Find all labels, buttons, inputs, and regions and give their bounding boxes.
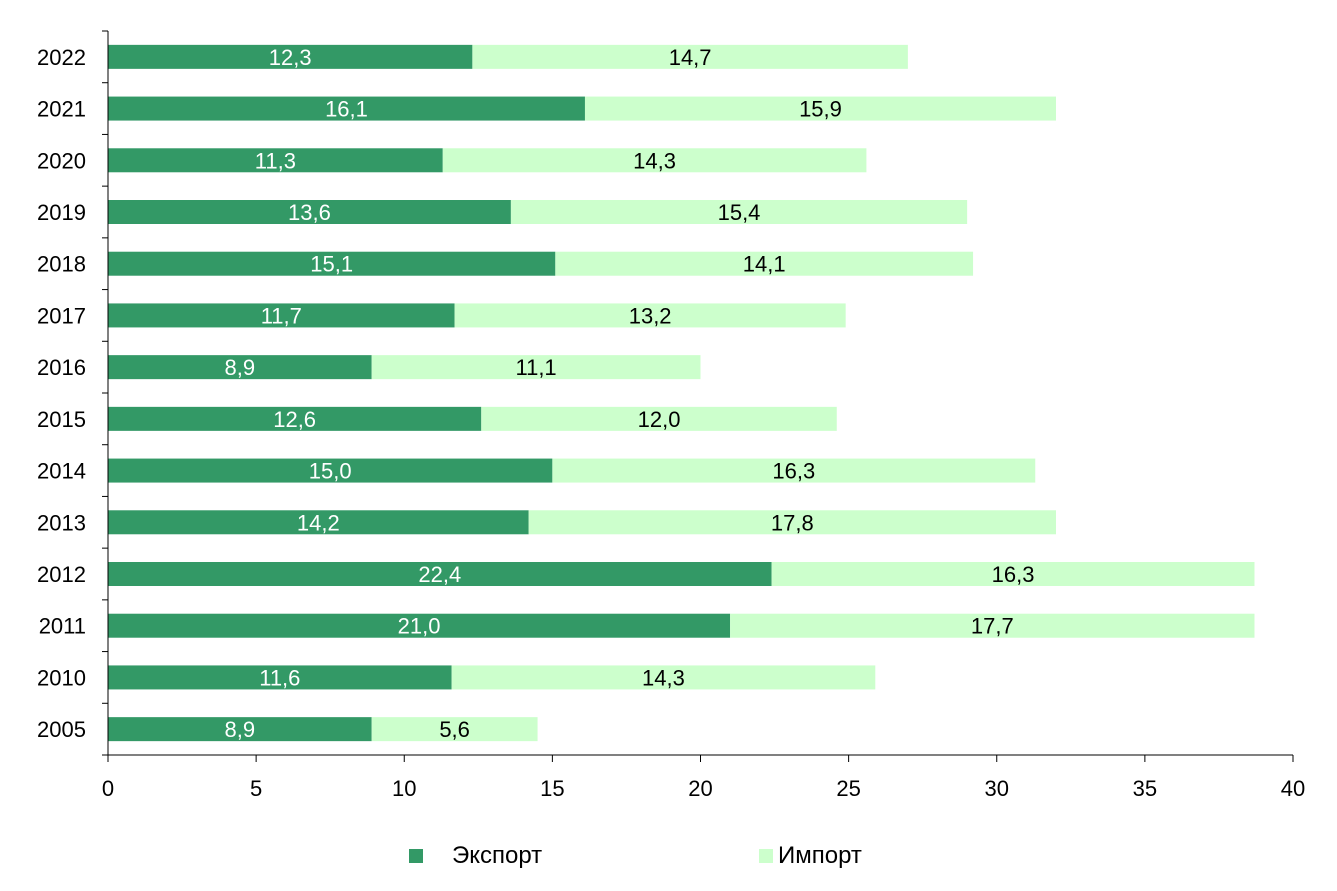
bar-import-2018 <box>555 251 974 276</box>
bar-export-2013 <box>108 510 529 535</box>
y-tick-label-2012: 2012 <box>37 562 86 587</box>
bar-import-2016 <box>371 355 701 380</box>
bar-import-2010 <box>451 665 876 690</box>
bar-import-2015 <box>481 406 837 431</box>
data-label-import-2017: 13,2 <box>629 303 672 328</box>
y-tick-label-2022: 2022 <box>37 45 86 70</box>
data-label-import-2010: 14,3 <box>642 665 685 690</box>
data-label-export-2017: 11,7 <box>261 303 302 328</box>
bar-export-2015 <box>108 406 482 431</box>
bar-export-2010 <box>108 665 452 690</box>
y-tick-label-2017: 2017 <box>37 303 86 328</box>
x-tick-label-5: 5 <box>250 776 262 801</box>
data-label-import-2018: 14,1 <box>743 252 786 277</box>
data-label-export-2019: 13,6 <box>288 200 331 225</box>
bar-export-2022 <box>108 44 473 69</box>
bar-import-2014 <box>552 458 1036 483</box>
x-tick-label-40: 40 <box>1281 776 1305 801</box>
x-tick-label-25: 25 <box>836 776 860 801</box>
bar-import-2020 <box>442 148 867 173</box>
bar-import-2012 <box>771 562 1255 586</box>
y-tick-label-2013: 2013 <box>37 510 86 535</box>
data-label-export-2005: 8,9 <box>225 717 256 742</box>
x-tick-label-20: 20 <box>688 776 712 801</box>
data-label-export-2011: 21,0 <box>398 614 441 639</box>
data-label-import-2011: 17,7 <box>971 614 1014 639</box>
bar-import-2019 <box>510 200 968 224</box>
bar-import-2011 <box>730 613 1255 638</box>
data-label-export-2016: 8,9 <box>225 355 256 380</box>
data-label-export-2014: 15,0 <box>309 459 352 484</box>
bar-import-2021 <box>584 96 1056 121</box>
legend-label-import: Импорт <box>778 842 862 869</box>
legend-swatch-export <box>409 849 423 863</box>
bar-export-2018 <box>108 251 556 276</box>
data-label-import-2019: 15,4 <box>718 200 761 225</box>
data-label-import-2022: 14,7 <box>669 45 712 70</box>
y-tick-label-2020: 2020 <box>37 148 86 173</box>
bar-export-2021 <box>108 96 585 121</box>
bar-export-2005 <box>108 717 372 742</box>
data-label-export-2020: 11,3 <box>255 148 296 173</box>
data-label-export-2010: 11,6 <box>259 665 300 690</box>
y-tick-label-2010: 2010 <box>37 665 86 690</box>
bar-import-2022 <box>472 44 908 69</box>
bar-export-2012 <box>108 562 772 586</box>
x-tick-label-15: 15 <box>540 776 564 801</box>
legend-label-export: Экспорт <box>452 842 543 869</box>
bar-export-2011 <box>108 613 731 638</box>
data-label-export-2015: 12,6 <box>273 407 316 432</box>
legend-item-import: Импорт <box>759 842 862 870</box>
y-tick-label-2016: 2016 <box>37 355 86 380</box>
data-label-export-2012: 22,4 <box>418 562 461 587</box>
data-label-import-2020: 14,3 <box>633 148 676 173</box>
legend: Экспорт Импорт <box>0 842 1337 872</box>
data-label-import-2015: 12,0 <box>638 407 681 432</box>
x-tick-label-0: 0 <box>102 776 114 801</box>
y-tick-label-2005: 2005 <box>37 717 86 742</box>
x-tick-label-10: 10 <box>392 776 416 801</box>
bar-import-2005 <box>371 717 538 742</box>
y-tick-label-2014: 2014 <box>37 459 86 484</box>
y-tick-label-2021: 2021 <box>37 97 86 122</box>
bar-export-2019 <box>108 200 511 224</box>
bar-export-2020 <box>108 148 443 173</box>
data-label-import-2021: 15,9 <box>799 97 842 122</box>
data-label-import-2014: 16,3 <box>772 459 815 484</box>
data-label-export-2013: 14,2 <box>297 510 340 535</box>
data-label-import-2005: 5,6 <box>439 717 470 742</box>
y-tick-label-2019: 2019 <box>37 200 86 225</box>
bar-import-2017 <box>454 303 846 328</box>
bar-export-2014 <box>108 458 553 483</box>
data-label-import-2012: 16,3 <box>992 562 1035 587</box>
y-tick-label-2015: 2015 <box>37 407 86 432</box>
x-tick-label-35: 35 <box>1133 776 1157 801</box>
bar-export-2016 <box>108 355 372 380</box>
data-label-export-2021: 16,1 <box>325 97 368 122</box>
bar-export-2017 <box>108 303 455 328</box>
data-label-import-2016: 11,1 <box>515 355 556 380</box>
data-label-export-2022: 12,3 <box>269 45 312 70</box>
legend-item-export: Экспорт <box>409 842 542 870</box>
data-label-import-2013: 17,8 <box>771 510 814 535</box>
legend-swatch-import <box>759 849 773 863</box>
bar-import-2013 <box>528 510 1056 535</box>
y-tick-label-2018: 2018 <box>37 252 86 277</box>
y-tick-label-2011: 2011 <box>39 614 86 639</box>
x-tick-label-30: 30 <box>985 776 1009 801</box>
data-label-export-2018: 15,1 <box>310 252 353 277</box>
